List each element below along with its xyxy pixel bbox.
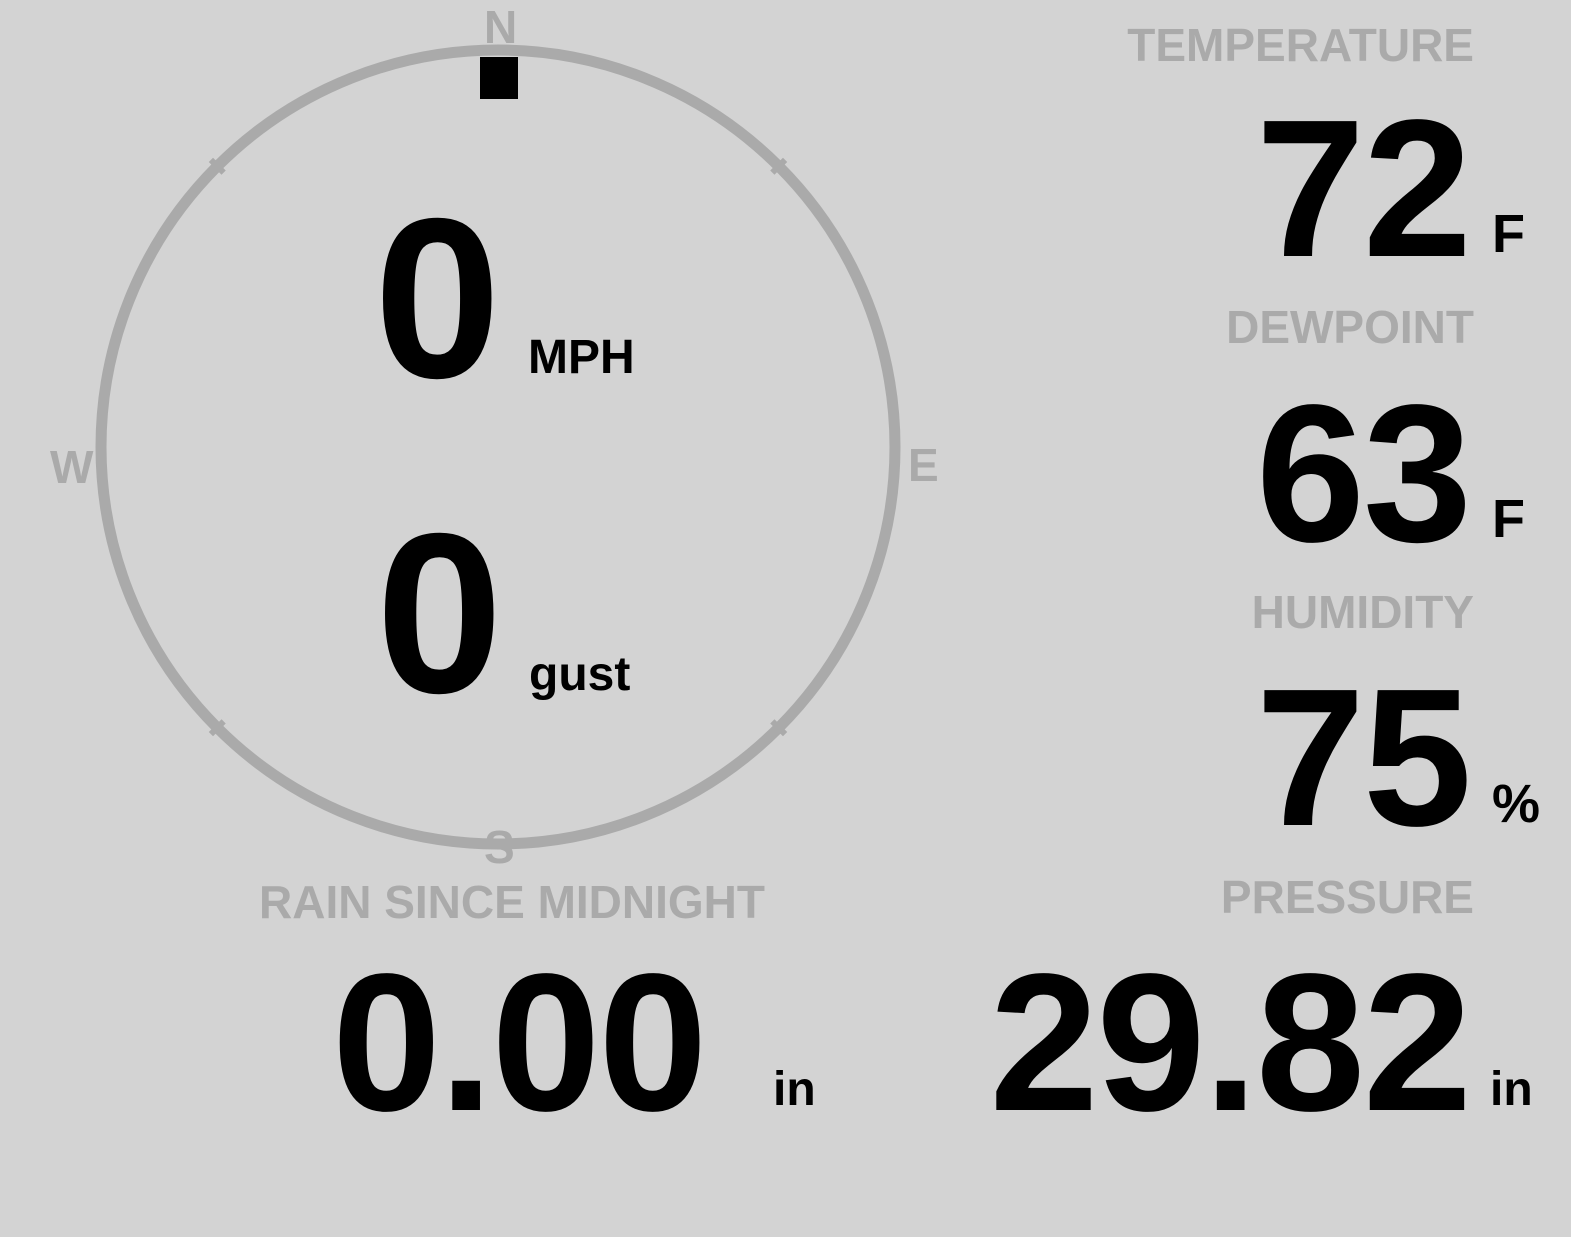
rain-unit: in bbox=[773, 1063, 816, 1116]
wind-speed-value: 0 bbox=[374, 172, 501, 426]
pressure-unit: in bbox=[1490, 1063, 1533, 1116]
temperature-value: 72 bbox=[1255, 79, 1472, 298]
compass-south-label: S bbox=[484, 821, 515, 873]
humidity-value: 75 bbox=[1255, 648, 1472, 867]
rain-label: RAIN SINCE MIDNIGHT bbox=[259, 876, 765, 928]
wind-gust-value: 0 bbox=[376, 487, 503, 741]
compass-tick bbox=[770, 719, 788, 737]
compass-north-label: N bbox=[484, 1, 518, 53]
humidity-label: HUMIDITY bbox=[1251, 586, 1474, 638]
dewpoint-unit: F bbox=[1492, 489, 1525, 549]
temperature-unit: F bbox=[1492, 204, 1525, 264]
compass-ring bbox=[95, 44, 901, 850]
dewpoint-label: DEWPOINT bbox=[1226, 301, 1474, 353]
rain-value: 0.00 bbox=[332, 933, 707, 1152]
compass-tick bbox=[208, 157, 226, 175]
wind-gust-unit: gust bbox=[529, 648, 631, 701]
compass-tick bbox=[770, 157, 788, 175]
compass-tick bbox=[208, 719, 226, 737]
compass-east-label: E bbox=[908, 439, 939, 491]
humidity-unit: % bbox=[1492, 774, 1541, 834]
wind-speed-unit: MPH bbox=[528, 331, 635, 384]
dewpoint-value: 63 bbox=[1255, 364, 1472, 583]
pressure-value: 29.82 bbox=[989, 933, 1472, 1152]
wind-direction-indicator bbox=[480, 57, 518, 99]
compass-west-label: W bbox=[50, 441, 94, 493]
temperature-label: TEMPERATURE bbox=[1127, 19, 1474, 71]
pressure-label: PRESSURE bbox=[1220, 871, 1474, 923]
